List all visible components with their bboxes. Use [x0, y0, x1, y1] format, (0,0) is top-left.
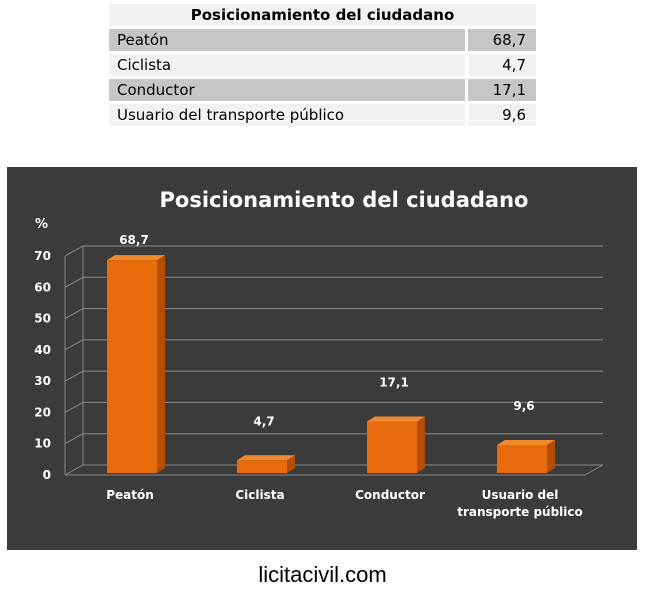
bar-top [497, 439, 555, 445]
table-cell-value: 68,7 [468, 29, 536, 51]
table-row: Ciclista 4,7 [109, 54, 536, 76]
grid-lines [64, 245, 604, 476]
bar-top [367, 416, 425, 422]
grid-line-depth [64, 401, 84, 413]
data-label: 68,7 [119, 233, 149, 247]
table-row: Usuario del transporte público 9,6 [109, 104, 536, 126]
grid-line-depth [64, 308, 84, 320]
y-tick-label: 60 [34, 280, 51, 294]
y-axis-label: % [35, 217, 48, 232]
y-tick-label: 20 [34, 405, 51, 419]
x-tick-label: Conductor [355, 488, 425, 502]
floor-edge [584, 464, 604, 476]
chart-title: Posicionamiento del ciudadano [160, 188, 529, 212]
table-cell-value: 17,1 [468, 79, 536, 101]
bar [367, 421, 417, 473]
table-cell-label: Ciclista [109, 54, 465, 76]
table-cell-label: Usuario del transporte público [109, 104, 465, 126]
x-tick-label-line: Ciclista [235, 488, 284, 502]
y-tick-label: 0 [43, 468, 51, 482]
x-tick-label-line: Usuario del [482, 488, 559, 502]
x-tick-label-line: Peatón [106, 488, 154, 502]
bar [107, 260, 157, 473]
table-cell-label: Peatón [109, 29, 465, 51]
data-table: Posicionamiento del ciudadano Peatón 68,… [109, 4, 536, 126]
grid-line-depth [64, 464, 84, 476]
table-row: Peatón 68,7 [109, 29, 536, 51]
table-cell-value: 9,6 [468, 104, 536, 126]
data-label: 4,7 [253, 414, 274, 428]
grid-line-depth [64, 339, 84, 351]
bars [107, 255, 555, 473]
table-title: Posicionamiento del ciudadano [109, 4, 536, 26]
x-tick-label-line: transporte público [457, 505, 583, 519]
bar-side [417, 416, 425, 473]
y-tick-labels: 0 10 20 30 40 50 60 70 [34, 249, 51, 482]
grid-line-depth [64, 276, 84, 288]
bar-side [547, 439, 555, 473]
table-cell-value: 4,7 [468, 54, 536, 76]
bar-top [237, 455, 295, 461]
bar [237, 460, 287, 473]
x-tick-label-line: Conductor [355, 488, 425, 502]
table-cell-label: Conductor [109, 79, 465, 101]
data-label: 17,1 [379, 376, 409, 390]
y-tick-label: 70 [34, 249, 51, 263]
x-tick-label: Peatón [106, 488, 154, 502]
x-tick-label: Usuario del transporte público [457, 488, 583, 519]
footer-site: licitacivil.com [258, 562, 387, 587]
bar-side [157, 255, 165, 473]
bar-top [107, 255, 165, 261]
bar [497, 444, 547, 473]
grid-line-depth [64, 245, 84, 257]
y-tick-label: 10 [34, 437, 51, 451]
bar-side [287, 455, 295, 473]
grid-line-depth [64, 433, 84, 445]
grid-line-depth [64, 370, 84, 382]
y-tick-label: 40 [34, 343, 51, 357]
data-label: 9,6 [513, 399, 534, 413]
y-tick-label: 50 [34, 312, 51, 326]
x-tick-label: Ciclista [235, 488, 284, 502]
y-tick-label: 30 [34, 374, 51, 388]
bar-chart: Posicionamiento del ciudadano % 0 10 20 30 4… [34, 188, 604, 519]
data-labels: 68,7 4,7 17,1 9,6 [119, 233, 534, 428]
x-tick-labels: Peatón Ciclista Conductor Usuario del transp… [106, 488, 583, 519]
table-row: Conductor 17,1 [109, 79, 536, 101]
chart-panel: Posicionamiento del ciudadano % 0 10 20 30 4… [7, 167, 637, 550]
